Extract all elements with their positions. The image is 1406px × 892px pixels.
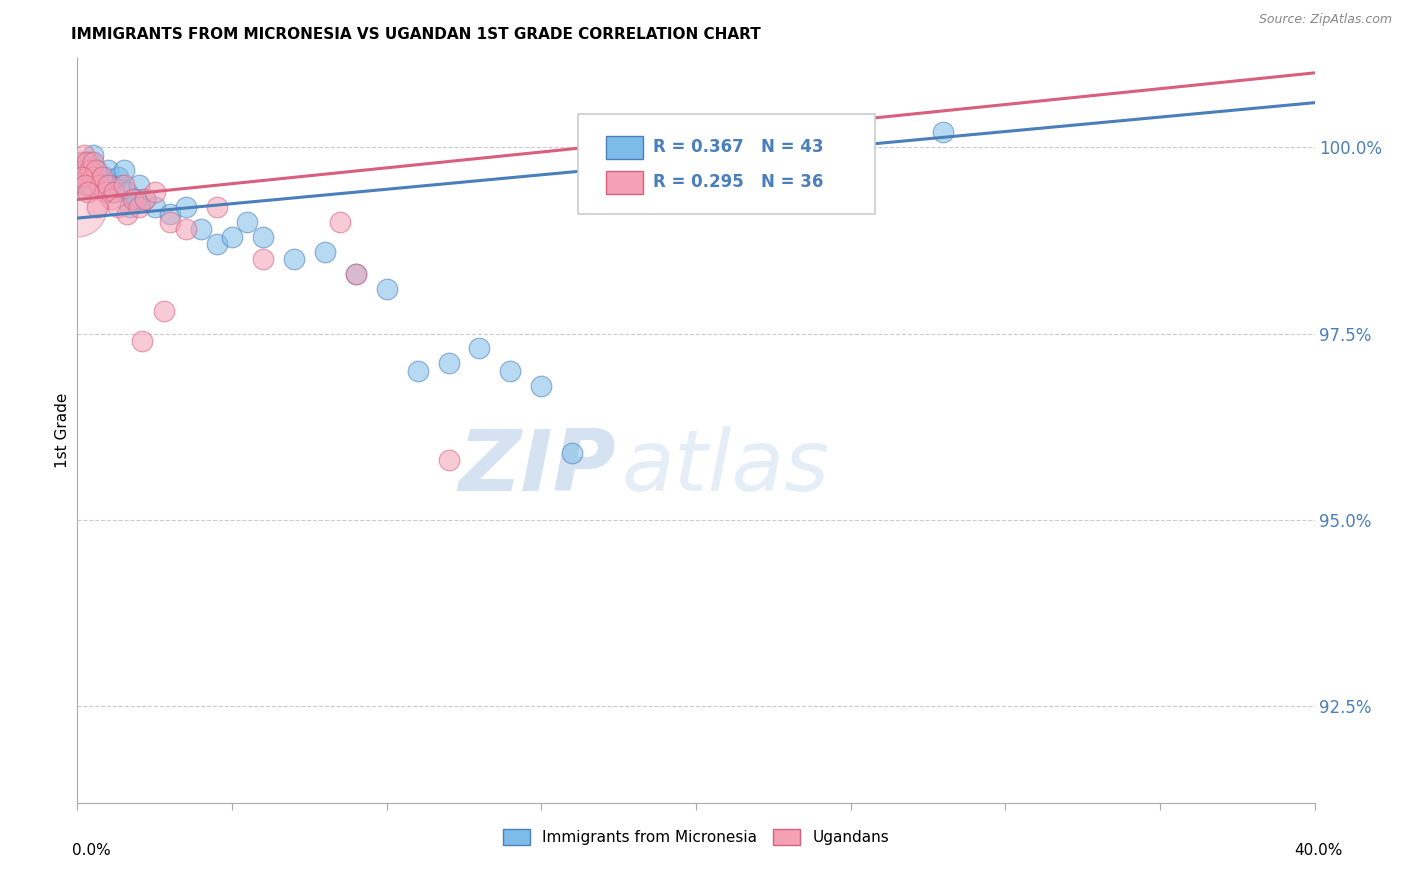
Point — [115, 185, 138, 199]
Point — [100, 193, 122, 207]
Point — [561, 446, 583, 460]
Point — [314, 244, 336, 259]
Point — [221, 229, 243, 244]
Point — [97, 162, 120, 177]
Text: R = 0.367   N = 43: R = 0.367 N = 43 — [652, 138, 823, 156]
FancyBboxPatch shape — [606, 171, 643, 194]
Point — [75, 155, 96, 169]
Point — [329, 215, 352, 229]
Point — [76, 155, 98, 169]
Point — [103, 185, 125, 199]
Point — [530, 378, 553, 392]
Point — [122, 193, 145, 207]
Text: ZIP: ZIP — [458, 426, 616, 509]
Point — [128, 178, 150, 192]
Point — [79, 162, 101, 177]
Point — [82, 148, 104, 162]
Point — [153, 304, 176, 318]
Point — [134, 193, 156, 207]
Point — [115, 207, 138, 221]
Point — [118, 200, 141, 214]
Point — [174, 222, 197, 236]
Point — [84, 162, 107, 177]
Point — [76, 170, 98, 185]
Point — [174, 200, 197, 214]
Point — [205, 200, 228, 214]
Point — [932, 126, 955, 140]
Point — [437, 356, 460, 370]
Text: IMMIGRANTS FROM MICRONESIA VS UGANDAN 1ST GRADE CORRELATION CHART: IMMIGRANTS FROM MICRONESIA VS UGANDAN 1S… — [72, 27, 761, 42]
Point — [468, 342, 491, 356]
Point — [205, 237, 228, 252]
Point — [437, 453, 460, 467]
Point — [125, 193, 148, 207]
Point — [76, 178, 98, 192]
Point — [103, 185, 125, 199]
Point — [70, 170, 93, 185]
Point — [283, 252, 305, 266]
Point — [159, 215, 181, 229]
Point — [94, 170, 117, 185]
Text: atlas: atlas — [621, 426, 830, 509]
Point — [69, 155, 91, 169]
FancyBboxPatch shape — [606, 136, 643, 159]
Point — [112, 162, 135, 177]
Text: 0.0%: 0.0% — [72, 843, 111, 858]
Point — [91, 170, 114, 185]
Point — [82, 170, 104, 185]
Point — [107, 170, 129, 185]
Point — [82, 155, 104, 169]
Text: Source: ZipAtlas.com: Source: ZipAtlas.com — [1258, 13, 1392, 27]
Point — [344, 267, 367, 281]
Point — [72, 170, 94, 185]
Point — [128, 200, 150, 214]
Point — [236, 215, 259, 229]
Y-axis label: 1st Grade: 1st Grade — [55, 392, 70, 468]
Point — [87, 170, 110, 185]
Point — [406, 364, 429, 378]
Point — [77, 162, 100, 177]
Point — [122, 193, 145, 207]
Point — [131, 334, 153, 348]
Point — [91, 178, 114, 192]
Point — [72, 148, 94, 162]
Point — [100, 178, 122, 192]
Point — [143, 185, 166, 199]
Point — [107, 200, 129, 214]
Point — [344, 267, 367, 281]
Point — [134, 193, 156, 207]
Legend: Immigrants from Micronesia, Ugandans: Immigrants from Micronesia, Ugandans — [496, 822, 896, 851]
Point — [79, 155, 101, 169]
Point — [70, 170, 93, 185]
Point — [252, 229, 274, 244]
Point — [76, 162, 98, 177]
Text: 40.0%: 40.0% — [1295, 843, 1343, 858]
FancyBboxPatch shape — [578, 114, 876, 214]
Point — [75, 178, 96, 192]
Point — [159, 207, 181, 221]
Point — [190, 222, 212, 236]
Point — [77, 185, 100, 199]
Point — [86, 200, 108, 214]
Text: R = 0.295   N = 36: R = 0.295 N = 36 — [652, 173, 823, 192]
Point — [499, 364, 522, 378]
Point — [79, 178, 101, 192]
Point — [112, 178, 135, 192]
Point — [375, 282, 398, 296]
Point — [97, 178, 120, 192]
Point — [72, 162, 94, 177]
Point — [87, 178, 110, 192]
Point — [252, 252, 274, 266]
Point — [110, 178, 132, 192]
Point — [143, 200, 166, 214]
Point — [94, 185, 117, 199]
Point — [84, 162, 107, 177]
Point — [66, 200, 89, 214]
